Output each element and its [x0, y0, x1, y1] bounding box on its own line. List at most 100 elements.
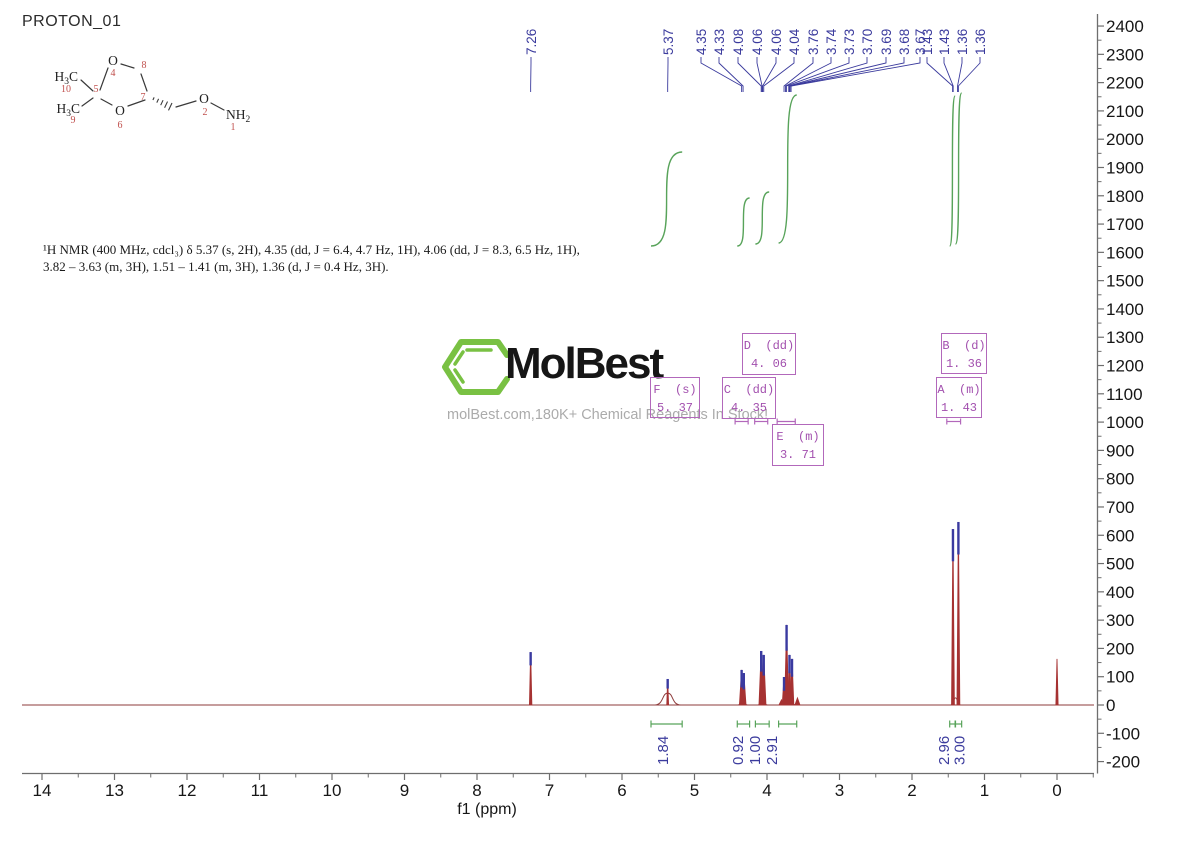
y-tick-label: 900	[1106, 441, 1134, 460]
peak-shift-label: 3.67	[913, 29, 928, 55]
atom-number: 9	[71, 115, 76, 126]
x-tick-label: 3	[835, 781, 844, 800]
peak-shift-label: 3.76	[806, 29, 821, 55]
experiment-title: PROTON_01	[22, 13, 122, 30]
atom-number: 8	[142, 60, 147, 71]
atom-number: 1	[231, 122, 236, 133]
integral-range-brackets	[650, 720, 963, 728]
assignment-box-f: F (s) 5. 37	[650, 377, 700, 418]
y-tick-label: 2300	[1106, 45, 1144, 64]
assignment-box-b: B (d) 1. 36	[941, 333, 987, 374]
assignment-shift: 5. 37	[656, 401, 693, 415]
nmr-text-line2: 3.82 – 3.63 (m, 3H), 1.51 – 1.41 (m, 3H)…	[43, 259, 389, 274]
x-tick-label: 2	[907, 781, 916, 800]
y-tick-label: 1600	[1106, 243, 1144, 262]
peak-shift-label: 4.35	[694, 29, 709, 55]
assignment-label: F (s)	[653, 383, 697, 397]
y-tick-label: 1300	[1106, 328, 1144, 347]
peak-shift-label: 4.06	[769, 29, 784, 55]
x-axis: 14 13 12 11 10 9 8 7 6 5 4 3 2 1 0f1 (ppm)	[22, 772, 1094, 818]
assignment-label: E (m)	[776, 430, 820, 444]
x-tick-label: 9	[400, 781, 409, 800]
atom-number: 10	[61, 84, 71, 95]
y-tick-label: 0	[1106, 696, 1115, 715]
atom-number: 7	[141, 92, 146, 103]
y-tick-label: 1100	[1106, 385, 1143, 404]
nmr-text-line1: ¹H NMR (400 MHz, cdcl₃) δ 5.37 (s, 2H), …	[43, 242, 580, 257]
y-tick-label: 1000	[1106, 413, 1144, 432]
atom-label: NH2	[226, 107, 251, 125]
atom-label: H3C	[56, 101, 80, 119]
integral-value: 2.91	[764, 736, 781, 765]
atom-number: 4	[111, 68, 116, 79]
peak-shift-label: 3.74	[824, 28, 839, 55]
y-tick-label: 1400	[1106, 300, 1144, 319]
assignment-shift: 4. 06	[750, 357, 787, 371]
x-axis-title: f1 (ppm)	[457, 801, 517, 818]
watermark-tagline: molBest.com,180K+ Chemical Reagents In S…	[447, 407, 769, 423]
y-tick-label: 2000	[1106, 130, 1144, 149]
x-tick-label: 4	[762, 781, 771, 800]
x-tick-label: 14	[33, 781, 52, 800]
assignment-label: D (dd)	[743, 339, 795, 353]
y-axis: 2400230022002100200019001800170016001500…	[1096, 14, 1144, 774]
assignment-box-c: C (dd) 4. 35	[722, 377, 776, 419]
peak-label-connectors	[530, 57, 981, 92]
watermark-brand: MolBest	[505, 339, 664, 388]
peak-shift-label: 3.68	[897, 29, 912, 55]
peak-shift-label: 4.08	[731, 29, 746, 55]
y-tick-label: 1800	[1106, 187, 1144, 206]
y-tick-label: 1900	[1106, 158, 1144, 177]
atom-number: 5	[94, 84, 99, 95]
peak-shift-label: 4.33	[712, 29, 727, 55]
peak-shift-label: 3.70	[860, 29, 875, 55]
y-tick-label: 100	[1106, 668, 1134, 687]
x-tick-label: 13	[105, 781, 124, 800]
y-tick-label: -100	[1106, 724, 1140, 743]
assignment-shift: 4. 35	[730, 401, 767, 415]
peak-shift-label: 5.37	[661, 29, 676, 55]
spectrum-trace	[22, 521, 1094, 706]
nmr-peak-list-text: ¹H NMR (400 MHz, cdcl₃) δ 5.37 (s, 2H), …	[43, 241, 608, 275]
assignment-shift: 1. 36	[945, 357, 982, 371]
assignment-shift: 3. 71	[779, 448, 816, 462]
logo-hexagon	[442, 339, 510, 395]
x-tick-label: 6	[617, 781, 626, 800]
x-tick-label: 5	[690, 781, 699, 800]
y-tick-label: 1500	[1106, 272, 1144, 291]
y-tick-label: 2100	[1106, 102, 1144, 121]
assignment-box-d: D (dd) 4. 06	[742, 333, 796, 375]
y-tick-label: 500	[1106, 555, 1134, 574]
integral-values: 1.84 0.92 1.00 2.91 2.963.00	[655, 736, 969, 765]
y-tick-label: 600	[1106, 526, 1134, 545]
x-tick-label: 10	[323, 781, 342, 800]
peak-shift-label: 4.04	[787, 28, 802, 55]
peak-shift-label: 7.26	[524, 29, 539, 55]
integral-curves	[650, 92, 963, 247]
y-tick-label: 1200	[1106, 357, 1144, 376]
integral-value: 0.92	[730, 736, 747, 765]
atom-label: O	[108, 53, 118, 68]
y-tick-label: 2200	[1106, 74, 1144, 93]
assignment-label: A (m)	[937, 383, 981, 397]
atom-label: H3C	[54, 69, 78, 87]
peak-labels: 7.26 5.37 4.35 4.33 4.08 4.06 4.06 4.04 3.76 3.74…	[524, 28, 988, 55]
x-tick-label: 0	[1052, 781, 1061, 800]
x-tick-label: 11	[251, 781, 269, 800]
atom-number: 6	[118, 120, 123, 131]
atom-label: O	[115, 103, 125, 118]
peak-shift-label: 4.06	[750, 29, 765, 55]
logo-bond-mark	[453, 350, 465, 366]
y-tick-label: 400	[1106, 583, 1134, 602]
molecule-structure: O O O NH2 H3C H3C 4 6 2 1 10 9 5 8 7	[54, 53, 250, 133]
atom-number: 2	[203, 107, 208, 118]
logo-bond-mark	[453, 368, 465, 384]
x-tick-label: 12	[178, 781, 197, 800]
integral-value: 1.84	[655, 736, 672, 765]
molbest-logo-icon	[442, 339, 510, 395]
x-tick-label: 1	[980, 781, 989, 800]
peak-shift-label: 1.36	[955, 29, 970, 55]
y-tick-label: -200	[1106, 753, 1140, 772]
x-tick-label: 8	[472, 781, 481, 800]
assignment-label: C (dd)	[723, 383, 775, 397]
